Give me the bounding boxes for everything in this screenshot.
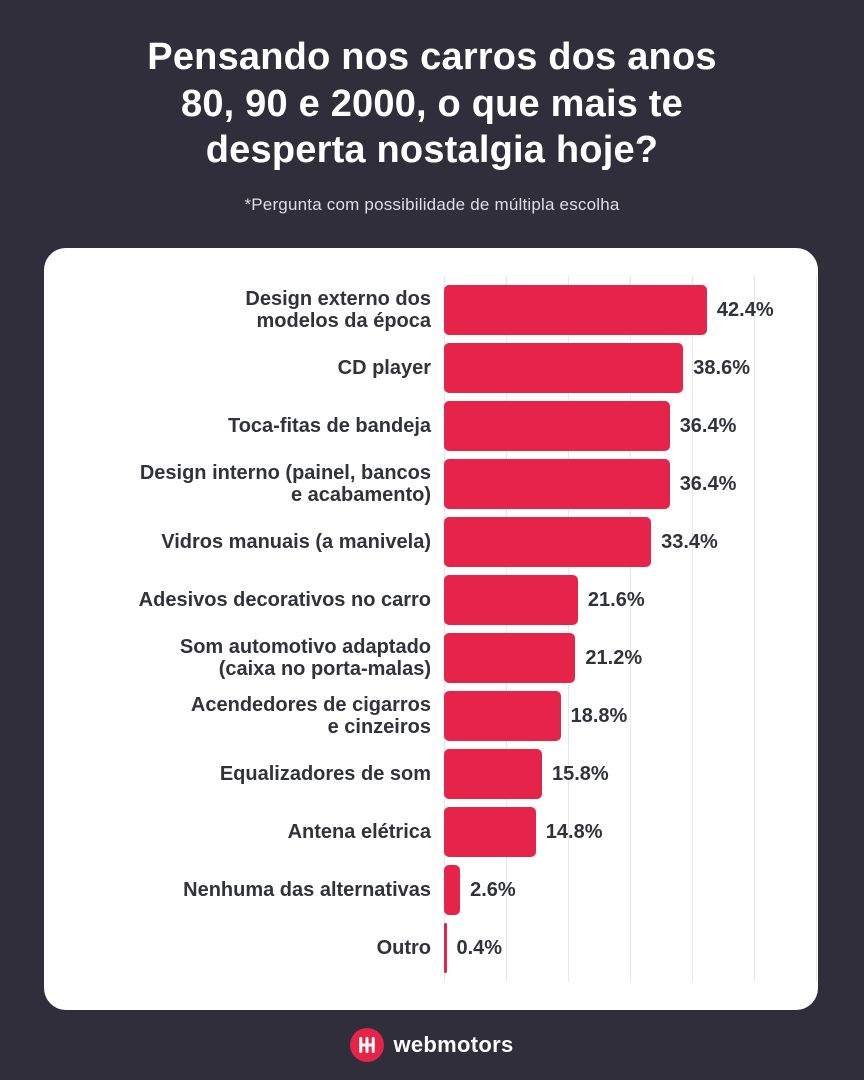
bar-value-label: 36.4% <box>679 472 737 495</box>
bar-track: 0.4% <box>444 923 818 974</box>
chart-rows: Design externo dos modelos da época 42.4… <box>44 281 818 977</box>
header: Pensando nos carros dos anos 80, 90 e 20… <box>0 0 864 215</box>
webmotors-logo-icon <box>350 1028 385 1063</box>
bar <box>444 633 576 684</box>
chart-row: Equalizadores de som 15.8% <box>44 745 818 803</box>
bar <box>444 285 707 336</box>
bar-value-label: 21.2% <box>585 646 643 669</box>
page-subtitle: *Pergunta com possibilidade de múltipla … <box>244 195 620 215</box>
bar-track: 33.4% <box>444 517 818 568</box>
bar <box>444 517 652 568</box>
bar <box>444 923 447 974</box>
chart-card: Design externo dos modelos da época 42.4… <box>44 248 818 1011</box>
bar <box>444 807 536 858</box>
bar-track: 2.6% <box>444 865 818 916</box>
bar-value-label: 38.6% <box>693 356 751 379</box>
chart-row: Design interno (painel, bancos e acabame… <box>44 455 818 513</box>
bar-label: CD player <box>337 357 431 379</box>
bar <box>444 691 561 742</box>
bar-track: 36.4% <box>444 401 818 452</box>
chart-row: Nenhuma das alternativas 2.6% <box>44 861 818 919</box>
bar-track: 36.4% <box>444 459 818 510</box>
bar-label: Antena elétrica <box>287 821 431 843</box>
bar-track: 21.6% <box>444 575 818 626</box>
bar-track: 15.8% <box>444 749 818 800</box>
bar-value-label: 0.4% <box>456 936 503 959</box>
bar-value-label: 33.4% <box>661 530 718 553</box>
chart-row: Vidros manuais (a manivela) 33.4% <box>44 513 818 571</box>
bar-track: 21.2% <box>444 633 818 684</box>
bar-track: 42.4% <box>444 285 818 336</box>
chart-row: Design externo dos modelos da época 42.4… <box>44 281 818 339</box>
bar-value-label: 42.4% <box>716 298 774 321</box>
webmotors-logo-text: webmotors <box>393 1032 514 1058</box>
chart-row: Toca-fitas de bandeja 36.4% <box>44 397 818 455</box>
bar-label: Outro <box>376 937 431 959</box>
chart-row: Acendedores de cigarros e cinzeiros 18.8… <box>44 687 818 745</box>
bar-label: Som automotivo adaptado (caixa no porta-… <box>179 635 431 681</box>
chart-row: Som automotivo adaptado (caixa no porta-… <box>44 629 818 687</box>
bar-track: 14.8% <box>444 807 818 858</box>
bar-label: Nenhuma das alternativas <box>183 879 431 901</box>
bar <box>444 575 578 626</box>
bar-track: 18.8% <box>444 691 818 742</box>
page-title: Pensando nos carros dos anos 80, 90 e 20… <box>147 36 717 172</box>
bar-label: Design externo dos modelos da época <box>245 287 431 333</box>
bar-value-label: 15.8% <box>552 762 609 785</box>
bar-value-label: 18.8% <box>570 704 628 727</box>
footer: webmotors <box>0 1010 864 1080</box>
chart-row: Outro 0.4% <box>44 919 818 977</box>
bar <box>444 865 461 916</box>
bar-label: Adesivos decorativos no carro <box>138 589 431 611</box>
bar <box>444 459 670 510</box>
bar-value-label: 2.6% <box>470 878 516 901</box>
bar-label: Toca-fitas de bandeja <box>227 415 431 437</box>
bar <box>444 749 542 800</box>
bar-chart: Design externo dos modelos da época 42.4… <box>44 248 818 1010</box>
bar-value-label: 36.4% <box>679 414 737 437</box>
chart-row: Adesivos decorativos no carro 21.6% <box>44 571 818 629</box>
chart-row: CD player 38.6% <box>44 339 818 397</box>
bar <box>444 343 684 394</box>
bar-label: Acendedores de cigarros e cinzeiros <box>190 693 431 739</box>
bar-value-label: 14.8% <box>545 820 603 843</box>
chart-row: Antena elétrica 14.8% <box>44 803 818 861</box>
bar-label: Design interno (painel, bancos e acabame… <box>139 461 431 507</box>
bar-label: Vidros manuais (a manivela) <box>161 531 431 553</box>
bar-label: Equalizadores de som <box>219 763 431 785</box>
bar-track: 38.6% <box>444 343 818 394</box>
bar-value-label: 21.6% <box>587 588 645 611</box>
bar <box>444 401 670 452</box>
